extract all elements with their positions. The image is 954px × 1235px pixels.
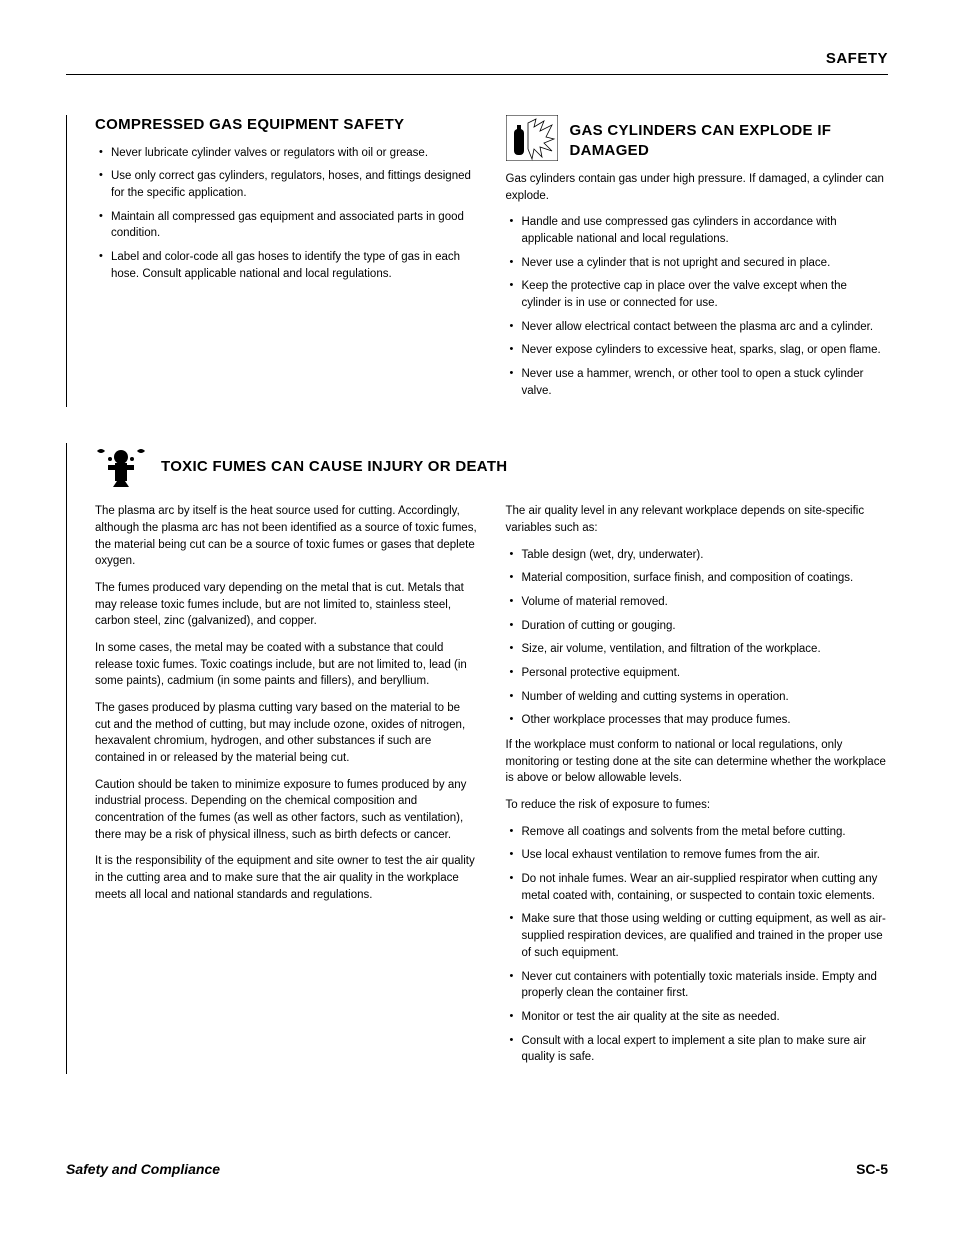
list-item: Personal protective equipment. — [506, 665, 889, 682]
page-header-text: SAFETY — [826, 50, 888, 67]
list-item: Maintain all compressed gas equipment an… — [95, 209, 478, 242]
col-gas-cylinders: GAS CYLINDERS CAN EXPLODE IF DAMAGED Gas… — [506, 115, 889, 407]
list-item: Do not inhale fumes. Wear an air-supplie… — [506, 871, 889, 904]
list-item: Handle and use compressed gas cylinders … — [506, 214, 889, 247]
list-item: Number of welding and cutting systems in… — [506, 689, 889, 706]
para: Caution should be taken to minimize expo… — [95, 777, 478, 844]
list-item: Use only correct gas cylinders, regulato… — [95, 168, 478, 201]
list-item: Size, air volume, ventilation, and filtr… — [506, 641, 889, 658]
bullets-air-quality-variables: Table design (wet, dry, underwater). Mat… — [506, 547, 889, 729]
para: The fumes produced vary depending on the… — [95, 580, 478, 630]
list-item: Never expose cylinders to excessive heat… — [506, 342, 889, 359]
list-item: Make sure that those using welding or cu… — [506, 911, 889, 961]
col-toxic-fumes-right: The air quality level in any relevant wo… — [506, 503, 889, 1073]
intro-gas-cylinders: Gas cylinders contain gas under high pre… — [506, 171, 889, 204]
para-air-quality-intro: The air quality level in any relevant wo… — [506, 503, 889, 536]
para-regulations: If the workplace must conform to nationa… — [506, 737, 889, 787]
page-footer: Safety and Compliance SC-5 — [66, 1161, 888, 1177]
list-item: Keep the protective cap in place over th… — [506, 278, 889, 311]
list-item: Never allow electrical contact between t… — [506, 319, 889, 336]
para: In some cases, the metal may be coated w… — [95, 640, 478, 690]
heading-gas-cylinders: GAS CYLINDERS CAN EXPLODE IF DAMAGED — [570, 121, 889, 160]
list-item: Duration of cutting or gouging. — [506, 618, 889, 635]
page-header: SAFETY — [66, 50, 888, 75]
toxic-fumes-icon — [95, 443, 147, 489]
para: The gases produced by plasma cutting var… — [95, 700, 478, 767]
footer-left: Safety and Compliance — [66, 1161, 220, 1177]
list-item: Use local exhaust ventilation to remove … — [506, 847, 889, 864]
para: The plasma arc by itself is the heat sou… — [95, 503, 478, 570]
list-item: Other workplace processes that may produ… — [506, 712, 889, 729]
list-item: Volume of material removed. — [506, 594, 889, 611]
bullets-gas-cylinders: Handle and use compressed gas cylinders … — [506, 214, 889, 399]
list-item: Never use a hammer, wrench, or other too… — [506, 366, 889, 399]
footer-right: SC-5 — [856, 1161, 888, 1177]
list-item: Never cut containers with potentially to… — [506, 969, 889, 1002]
list-item: Label and color-code all gas hoses to id… — [95, 249, 478, 282]
bullets-compressed-gas: Never lubricate cylinder valves or regul… — [95, 145, 478, 283]
list-item: Never lubricate cylinder valves or regul… — [95, 145, 478, 162]
list-item: Consult with a local expert to implement… — [506, 1033, 889, 1066]
section-compressed-gas: COMPRESSED GAS EQUIPMENT SAFETY Never lu… — [66, 115, 888, 407]
cylinder-explosion-icon — [506, 115, 558, 161]
list-item: Table design (wet, dry, underwater). — [506, 547, 889, 564]
list-item: Remove all coatings and solvents from th… — [506, 824, 889, 841]
para: It is the responsibility of the equipmen… — [95, 853, 478, 903]
heading-toxic-fumes: TOXIC FUMES CAN CAUSE INJURY OR DEATH — [161, 457, 507, 477]
para-reduce-risk-intro: To reduce the risk of exposure to fumes: — [506, 797, 889, 814]
col-toxic-fumes-left: The plasma arc by itself is the heat sou… — [95, 503, 478, 1073]
col-compressed-gas-safety: COMPRESSED GAS EQUIPMENT SAFETY Never lu… — [95, 115, 478, 407]
list-item: Never use a cylinder that is not upright… — [506, 255, 889, 272]
list-item: Material composition, surface finish, an… — [506, 570, 889, 587]
list-item: Monitor or test the air quality at the s… — [506, 1009, 889, 1026]
heading-compressed-gas: COMPRESSED GAS EQUIPMENT SAFETY — [95, 115, 478, 135]
section-toxic-fumes: TOXIC FUMES CAN CAUSE INJURY OR DEATH Th… — [66, 443, 888, 1073]
bullets-reduce-risk: Remove all coatings and solvents from th… — [506, 824, 889, 1066]
